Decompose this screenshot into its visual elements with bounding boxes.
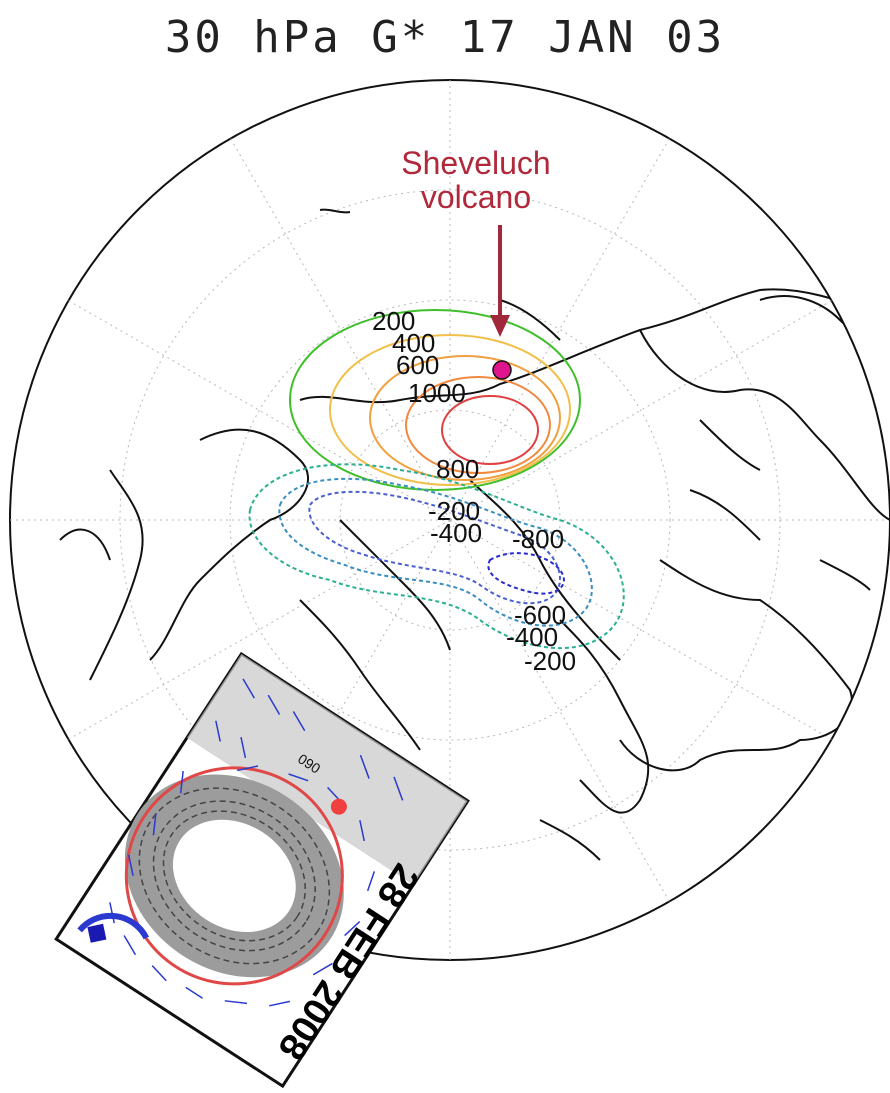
inset-wind-vectors	[109, 678, 404, 1007]
inset-vortex-center	[172, 819, 296, 933]
label-neg-800: -800	[512, 524, 564, 554]
volcano-label-line2: volcano	[421, 179, 531, 215]
volcano-label-line1: Sheveluch	[401, 145, 550, 181]
contour-600	[369, 355, 561, 481]
volcano-arrow-head	[490, 315, 510, 337]
contour-400	[329, 334, 571, 486]
inset-red-marker	[330, 798, 347, 815]
label-neg-200-upper: -200	[428, 496, 480, 526]
map-title: 30 hPa G* 17 JAN 03	[165, 12, 725, 63]
inset-blue-marker	[87, 923, 107, 943]
inset-red-circle	[124, 766, 344, 986]
contour-neg-800	[487, 552, 565, 595]
label-1000: 1000	[408, 378, 466, 408]
label-neg-200-lower: -200	[524, 646, 576, 676]
inset-shaded-top	[186, 653, 468, 885]
label-neg-600: -600	[514, 600, 566, 630]
contour-neg-600	[308, 490, 561, 605]
graticule	[10, 80, 890, 960]
label-neg-400-lower: -400	[506, 622, 558, 652]
label-200: 200	[372, 306, 415, 336]
negative-contour-labels: -200 -400 -800 -600 -400 -200	[428, 496, 576, 676]
contour-800	[405, 376, 551, 474]
contour-1000	[441, 395, 539, 465]
contour-neg-400	[278, 477, 593, 627]
contour-200	[289, 309, 581, 491]
negative-contours	[248, 463, 625, 650]
label-400: 400	[392, 328, 435, 358]
positive-contour-labels: 200 400 600 1000 800	[372, 306, 479, 484]
inset-blue-arc	[77, 912, 150, 940]
positive-contours	[289, 309, 581, 491]
volcano-marker	[492, 360, 512, 380]
inset-map: 090 28 FEB 2008	[54, 651, 470, 1089]
label-neg-400-upper: -400	[430, 518, 482, 548]
label-600: 600	[396, 350, 439, 380]
